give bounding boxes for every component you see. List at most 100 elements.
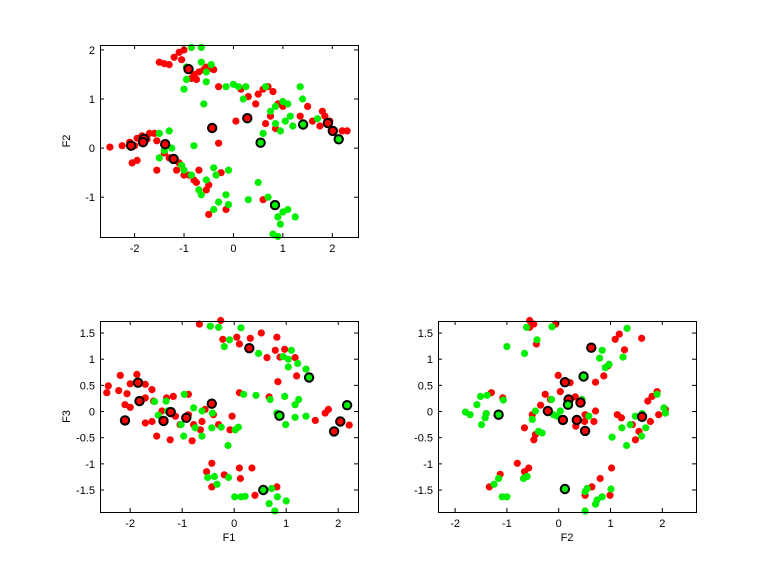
green-point (281, 117, 289, 125)
green-point (291, 401, 299, 409)
x-tick-label: 1 (607, 518, 613, 530)
red-point (192, 178, 200, 187)
red-point (296, 112, 304, 120)
x-tick-label: 1 (280, 243, 286, 255)
green-point (276, 127, 284, 135)
y-axis-label: F3 (61, 410, 73, 423)
green-point (266, 395, 274, 404)
red-point (321, 409, 329, 417)
red-point (590, 417, 598, 426)
green-point (268, 484, 276, 493)
green-point (224, 201, 233, 209)
green-point (239, 95, 247, 103)
green-point (289, 122, 297, 130)
green-point (220, 343, 228, 351)
red-point (554, 371, 562, 379)
red-point (252, 100, 260, 108)
green-point (217, 423, 225, 431)
red-point (655, 411, 663, 419)
highlighted-point (269, 199, 281, 211)
green-point (259, 129, 267, 137)
highlighted-point (160, 139, 171, 150)
red-point (215, 139, 223, 147)
green-point (240, 390, 248, 398)
red-point (269, 88, 277, 96)
red-point (133, 370, 141, 378)
y-axis-label: F2 (61, 135, 73, 148)
green-point (282, 497, 290, 505)
green-point (466, 411, 474, 419)
y-tick-label: -1 (85, 459, 95, 471)
red-point (170, 53, 178, 61)
green-point (523, 323, 531, 331)
green-point (591, 500, 600, 508)
subplot-2: -2 -1 0 1 2 -1.5 -1 -0.5 0 0.5 1 1.5 F1 F3 (61, 316, 359, 544)
red-point (126, 380, 134, 388)
green-point (231, 426, 239, 434)
green-point (282, 421, 290, 429)
highlighted-point (255, 137, 266, 148)
green-point (252, 391, 260, 399)
red-point (316, 122, 324, 130)
green-point (653, 390, 661, 398)
highlighted-point (493, 409, 504, 420)
red-point (203, 468, 211, 476)
green-point (661, 409, 670, 417)
data-points (106, 43, 351, 241)
green-point (202, 68, 210, 76)
y-tick-label: 1 (427, 354, 433, 366)
green-point (547, 395, 556, 404)
red-point (273, 333, 281, 341)
red-point (263, 354, 271, 362)
highlighted-point (559, 377, 571, 388)
highlighted-point (125, 140, 137, 151)
x-axis-label: F2 (561, 532, 574, 544)
red-point (123, 390, 131, 398)
red-point (173, 166, 181, 174)
red-point (274, 378, 282, 386)
red-point (198, 417, 206, 426)
red-point (581, 417, 589, 426)
highlighted-point (119, 415, 131, 426)
highlighted-point (571, 414, 582, 426)
highlighted-point (562, 399, 574, 410)
green-point (197, 191, 205, 199)
green-point (495, 474, 503, 483)
green-point (244, 196, 252, 204)
green-point (528, 415, 536, 423)
green-point (299, 95, 307, 103)
data-points (103, 316, 353, 515)
y-tick-label: -1 (423, 459, 433, 471)
red-point (608, 464, 616, 472)
green-point (601, 364, 609, 372)
green-point (162, 397, 170, 405)
green-point (190, 142, 198, 150)
green-point (177, 421, 185, 429)
subplot-3: -2 -1 0 1 2 -1.5 -1 -0.5 0 0.5 1 1.5 F2 (414, 316, 697, 544)
data-points (461, 316, 670, 515)
green-point (225, 336, 234, 344)
highlighted-point (559, 483, 571, 495)
highlighted-point (586, 342, 597, 353)
red-point (126, 403, 134, 411)
x-tick-label: 2 (329, 243, 335, 255)
green-point (210, 205, 218, 214)
y-tick-label: 0.5 (80, 380, 95, 392)
green-point (619, 353, 627, 361)
red-point (513, 459, 521, 467)
green-point (215, 198, 223, 206)
green-point (151, 398, 159, 406)
red-point (530, 436, 538, 444)
green-point (294, 359, 302, 367)
red-point (281, 345, 289, 353)
green-point (295, 395, 303, 404)
green-point (155, 154, 163, 162)
green-point (313, 115, 322, 123)
green-point (207, 61, 215, 69)
green-point (284, 205, 292, 214)
green-point (191, 424, 199, 432)
red-point (195, 320, 203, 328)
highlighted-point (134, 395, 145, 407)
